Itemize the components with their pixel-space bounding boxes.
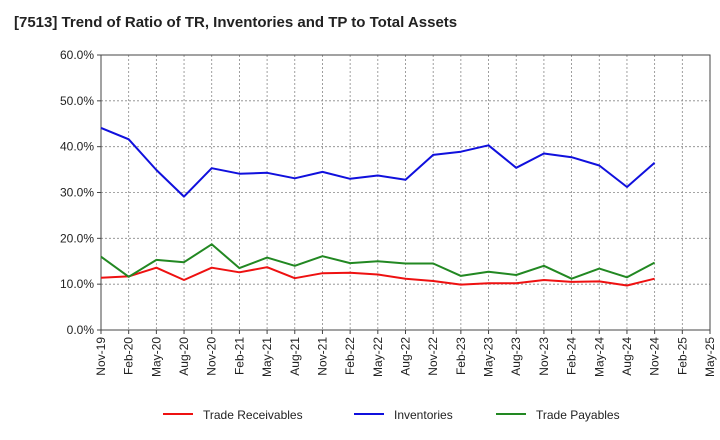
y-tick-label: 30.0% xyxy=(60,186,94,200)
x-tick-label: Feb-21 xyxy=(232,337,246,375)
x-tick-label: Nov-19 xyxy=(94,337,108,376)
series-line-trade-receivables xyxy=(100,266,655,287)
x-tick-label: Nov-23 xyxy=(537,337,551,376)
x-tick-label: Nov-24 xyxy=(648,337,662,376)
legend-label-inventories: Inventories xyxy=(394,408,453,422)
x-tick-label: Feb-24 xyxy=(565,337,579,375)
x-tick-label: Aug-23 xyxy=(509,337,523,376)
x-tick-label: Nov-22 xyxy=(426,337,440,376)
legend-label-trade-payables: Trade Payables xyxy=(536,408,620,422)
x-tick-label: May-25 xyxy=(703,337,717,377)
x-tick-label: Feb-25 xyxy=(675,337,689,375)
y-tick-label: 60.0% xyxy=(60,48,94,62)
series-line-inventories xyxy=(100,126,656,198)
y-tick-label: 50.0% xyxy=(60,94,94,108)
x-tick-label: Nov-21 xyxy=(315,337,329,376)
x-tick-label: Aug-21 xyxy=(288,337,302,376)
x-tick-label: Feb-20 xyxy=(122,337,136,375)
x-tick-label: May-21 xyxy=(260,337,274,377)
x-tick-label: Feb-23 xyxy=(454,337,468,375)
x-tick-label: May-20 xyxy=(149,337,163,377)
x-tick-label: Nov-20 xyxy=(205,337,219,376)
x-tick-label: May-23 xyxy=(482,337,496,377)
y-tick-label: 0.0% xyxy=(67,323,95,337)
series-line-trade-payables xyxy=(100,243,656,280)
x-tick-label: Aug-20 xyxy=(177,337,191,376)
x-tick-label: Aug-24 xyxy=(620,337,634,376)
x-tick-label: May-22 xyxy=(371,337,385,377)
legend-label-trade-receivables: Trade Receivables xyxy=(203,408,303,422)
x-tick-label: May-24 xyxy=(592,337,606,377)
y-tick-label: 10.0% xyxy=(60,277,94,291)
x-tick-label: Aug-22 xyxy=(399,337,413,376)
y-tick-label: 40.0% xyxy=(60,140,94,154)
y-tick-label: 20.0% xyxy=(60,231,94,245)
chart-title: [7513] Trend of Ratio of TR, Inventories… xyxy=(14,14,458,31)
x-tick-label: Feb-22 xyxy=(343,337,357,375)
